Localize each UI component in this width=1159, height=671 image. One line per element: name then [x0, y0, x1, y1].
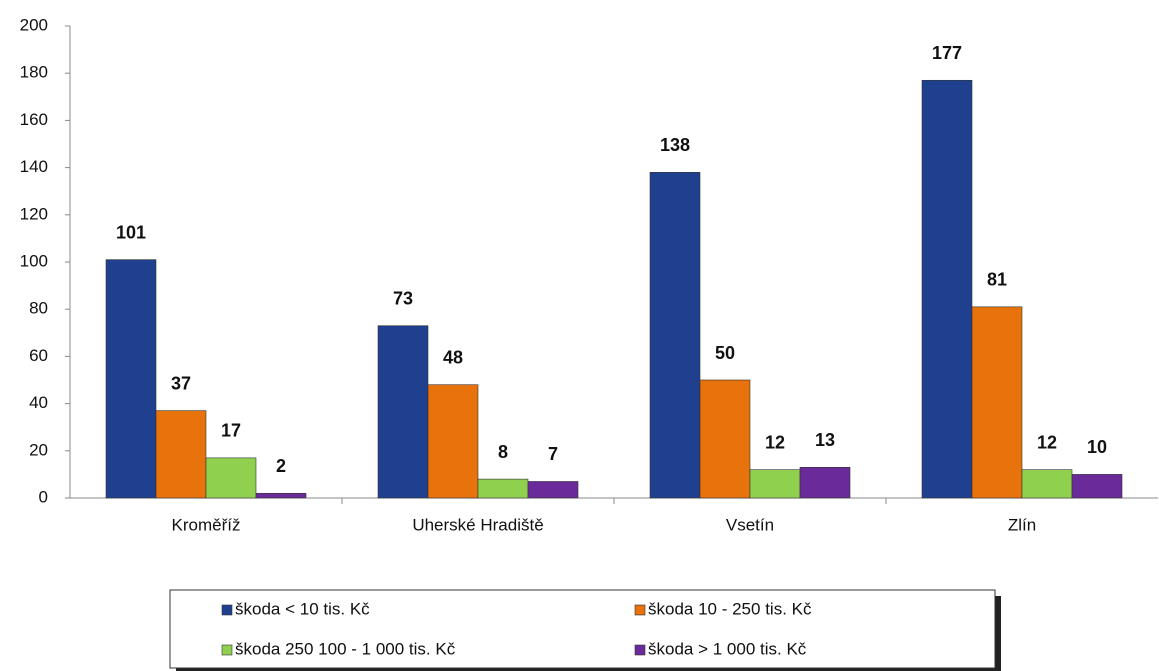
bar: [105, 259, 157, 499]
value-label: 10: [1087, 437, 1107, 457]
value-label: 12: [765, 432, 785, 452]
y-tick-label: 60: [29, 346, 48, 365]
legend-swatch: [634, 604, 646, 616]
x-tick-label: Vsetín: [726, 515, 774, 534]
y-tick-label: 120: [20, 204, 48, 223]
bar: [971, 306, 1023, 499]
bar: [649, 172, 701, 499]
value-label: 13: [815, 430, 835, 450]
x-tick-label: Kroměříž: [172, 515, 241, 534]
y-tick-label: 40: [29, 393, 48, 412]
y-tick-label: 160: [20, 110, 48, 129]
value-label: 81: [987, 270, 1007, 290]
legend-swatch: [221, 604, 233, 616]
bar: [1021, 469, 1073, 499]
legend-label: škoda < 10 tis. Kč: [235, 599, 370, 618]
y-tick-label: 20: [29, 440, 48, 459]
bar: [477, 478, 529, 499]
x-tick-label: Zlín: [1008, 515, 1036, 534]
bar: [1071, 474, 1123, 499]
bar: [205, 457, 257, 499]
y-tick-label: 100: [20, 251, 48, 270]
value-label: 48: [443, 347, 463, 367]
value-label: 73: [393, 288, 413, 308]
value-label: 17: [221, 421, 241, 441]
legend-label: škoda 10 - 250 tis. Kč: [648, 599, 812, 618]
value-label: 50: [715, 343, 735, 363]
value-label: 7: [548, 444, 558, 464]
bar: [799, 467, 851, 499]
value-label: 177: [932, 43, 962, 63]
bar: [427, 384, 479, 499]
y-tick-label: 0: [39, 487, 48, 506]
bar: [377, 325, 429, 499]
value-label: 2: [276, 456, 286, 476]
legend-swatch: [221, 644, 233, 656]
legend-swatch: [634, 644, 646, 656]
bar: [155, 410, 207, 499]
x-tick-label: Uherské Hradiště: [412, 515, 543, 534]
y-tick-label: 180: [20, 63, 48, 82]
y-tick-label: 140: [20, 157, 48, 176]
value-label: 138: [660, 135, 690, 155]
legend: [169, 589, 996, 669]
bar: [921, 79, 973, 499]
y-tick-label: 80: [29, 299, 48, 318]
value-label: 101: [116, 222, 146, 242]
value-label: 8: [498, 442, 508, 462]
bar: [699, 379, 751, 499]
value-label: 37: [171, 373, 191, 393]
legend-label: škoda > 1 000 tis. Kč: [648, 639, 807, 658]
bar: [749, 469, 801, 499]
y-tick-label: 200: [20, 15, 48, 34]
value-label: 12: [1037, 432, 1057, 452]
bar: [255, 492, 307, 499]
bar: [527, 481, 579, 499]
legend-label: škoda 250 100 - 1 000 tis. Kč: [235, 639, 456, 658]
